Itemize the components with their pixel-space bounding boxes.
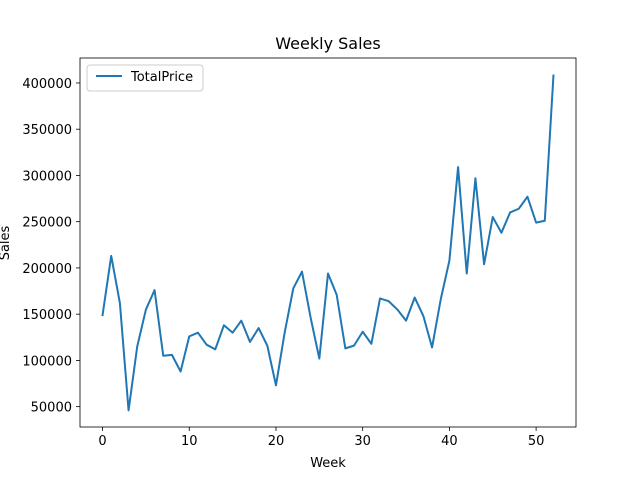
y-tick-label: 50000 — [31, 401, 72, 416]
x-tick-label: 20 — [268, 434, 285, 449]
x-tick-label: 30 — [354, 434, 371, 449]
series-layer — [101, 74, 555, 412]
y-axis-label: Sales — [0, 225, 13, 260]
y-tick-label: 100000 — [22, 354, 72, 369]
series-line-totalprice — [101, 74, 555, 412]
plot-frame — [79, 57, 577, 428]
plot-area — [79, 57, 577, 428]
plot-background — [80, 58, 576, 427]
x-axis-label: Week — [310, 456, 346, 471]
x-tick-label: 40 — [441, 434, 458, 449]
x-tick-label: 10 — [181, 434, 198, 449]
legend: TotalPrice — [86, 64, 204, 92]
legend-label: TotalPrice — [130, 70, 193, 85]
y-tick-label: 200000 — [22, 262, 72, 277]
x-tick-label: 50 — [528, 434, 545, 449]
y-axis: 50000 100000 150000 200000 250000 300000 35000… — [22, 77, 80, 416]
y-tick-label: 250000 — [22, 216, 72, 231]
y-tick-label: 400000 — [22, 77, 72, 92]
chart-title: Weekly Sales — [275, 34, 380, 53]
y-tick-label: 150000 — [22, 308, 72, 323]
y-tick-label: 300000 — [22, 169, 72, 184]
y-tick-label: 350000 — [22, 123, 72, 138]
legend-box — [86, 64, 204, 92]
x-axis: 0 10 20 30 40 50 — [98, 427, 544, 449]
x-tick-label: 0 — [98, 434, 106, 449]
